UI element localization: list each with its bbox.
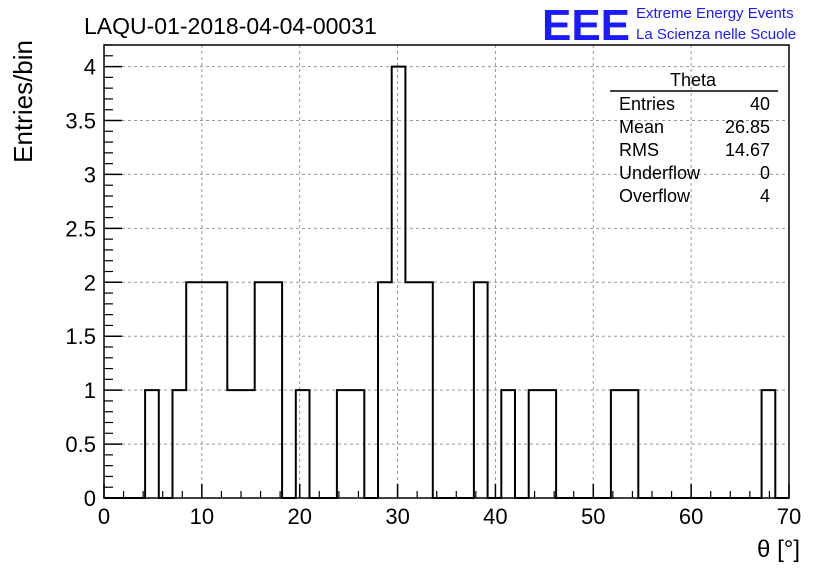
- x-tick-label: 60: [679, 504, 703, 529]
- axis-ticks: [103, 44, 790, 499]
- stats-row-label: Entries: [619, 94, 675, 114]
- y-tick-label: 4: [84, 55, 96, 80]
- y-tick-label: 2: [84, 270, 96, 295]
- stats-row-label: Underflow: [619, 163, 701, 183]
- x-tick-labels: 0 10 20 30 40 50 60 70: [98, 504, 801, 529]
- y-axis-label: Entries/bin: [8, 40, 38, 163]
- y-tick-label: 0.5: [65, 432, 96, 457]
- x-tick-label: 70: [777, 504, 801, 529]
- stats-row-value: 4: [760, 186, 770, 206]
- stats-row-value: 0: [760, 163, 770, 183]
- x-tick-label: 0: [98, 504, 110, 529]
- y-tick-labels: 0 0.5 1 1.5 2 2.5 3 3.5 4: [65, 55, 96, 511]
- x-tick-label: 40: [483, 504, 507, 529]
- plot-frame: [103, 44, 790, 499]
- y-tick-label: 1.5: [65, 324, 96, 349]
- eee-logo: EEE Extreme Energy Events La Scienza nel…: [542, 1, 796, 50]
- y-tick-label: 0: [84, 486, 96, 511]
- eee-logo-mark: EEE: [542, 1, 630, 50]
- stats-row-label: RMS: [619, 140, 659, 160]
- y-tick-label: 1: [84, 378, 96, 403]
- stats-row-value: 26.85: [725, 117, 770, 137]
- y-tick-label: 2.5: [65, 216, 96, 241]
- x-axis-label: θ [°]: [757, 536, 800, 563]
- x-tick-label: 10: [190, 504, 214, 529]
- x-tick-label: 50: [581, 504, 605, 529]
- x-tick-label: 30: [385, 504, 409, 529]
- stats-row-value: 14.67: [725, 140, 770, 160]
- grid: [104, 45, 789, 498]
- stats-rows: Entries 40 Mean 26.85 RMS 14.67 Underflow 0 Over…: [619, 94, 770, 206]
- stats-row-label: Mean: [619, 117, 664, 137]
- logo-line-1: Extreme Energy Events: [636, 5, 794, 22]
- stats-row-value: 40: [750, 94, 770, 114]
- y-tick-label: 3: [84, 162, 96, 187]
- y-tick-label: 3.5: [65, 109, 96, 134]
- logo-line-2: La Scienza nelle Scuole: [636, 26, 796, 43]
- stats-row-label: Overflow: [619, 186, 691, 206]
- stats-box-title: Theta: [670, 70, 717, 90]
- x-tick-label: 20: [287, 504, 311, 529]
- chart-title: LAQU-01-2018-04-04-00031: [84, 13, 377, 39]
